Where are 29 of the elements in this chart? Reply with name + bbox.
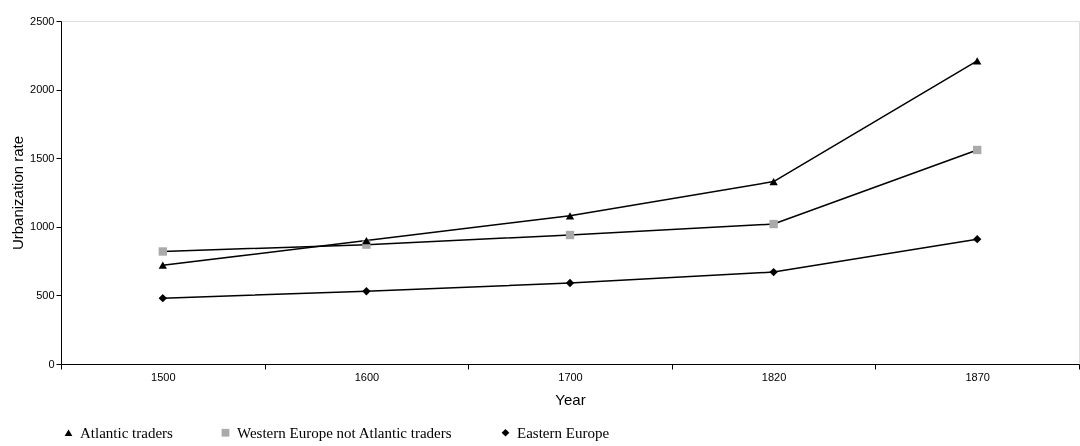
point bbox=[158, 293, 167, 303]
point bbox=[158, 261, 167, 269]
point bbox=[158, 247, 167, 256]
y-axis-title: Urbanization rate bbox=[9, 135, 27, 251]
x-tick-label: 1820 bbox=[761, 370, 787, 383]
y-tick-label: 500 bbox=[36, 288, 55, 301]
x-tick-label: 1870 bbox=[965, 370, 990, 383]
x-tick-label: 1600 bbox=[354, 370, 380, 383]
legend-label: Eastern Europe bbox=[517, 424, 610, 441]
y-tick-label: 1500 bbox=[30, 151, 55, 164]
point bbox=[769, 177, 778, 186]
legend-label: Atlantic traders bbox=[80, 424, 174, 441]
x-axis-title: Year bbox=[555, 390, 586, 408]
y-tick-label: 0 bbox=[48, 357, 55, 370]
legend-label: Western Europe not Atlantic traders bbox=[237, 424, 452, 441]
point bbox=[362, 287, 371, 296]
point bbox=[769, 219, 778, 229]
point bbox=[565, 278, 575, 288]
point bbox=[973, 57, 982, 65]
y-tick-label: 2000 bbox=[30, 83, 55, 96]
point bbox=[769, 267, 778, 277]
point bbox=[973, 145, 982, 155]
x-tick-label: 1500 bbox=[151, 370, 176, 383]
x-tick-label: 1700 bbox=[558, 370, 583, 383]
y-tick-label: 2500 bbox=[30, 14, 55, 27]
point bbox=[973, 234, 982, 244]
y-tick-label: 1000 bbox=[30, 220, 55, 233]
point bbox=[362, 236, 371, 245]
point bbox=[565, 230, 575, 240]
